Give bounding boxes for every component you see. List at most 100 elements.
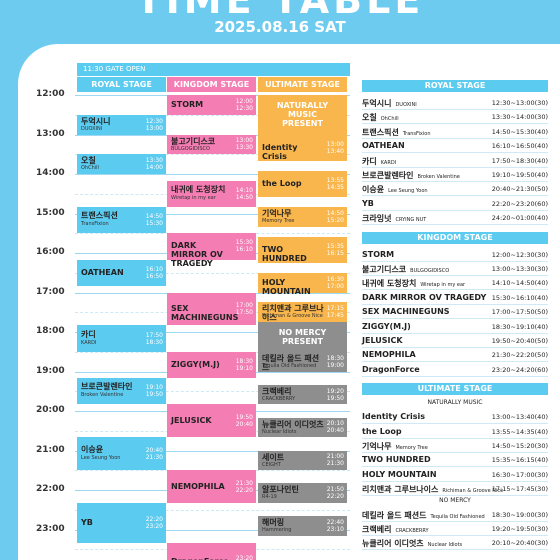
- grid-line: [75, 391, 350, 393]
- act-start: 14:10: [235, 186, 253, 194]
- hour-label: 14:00: [36, 168, 65, 178]
- act-name: DragonForce: [171, 557, 233, 560]
- act-block: 리치맨과 그루브나이스 Richiman & Groove Nice 17:15 17…: [258, 302, 347, 322]
- list-time: 13:30~14:00(30): [491, 113, 548, 122]
- grid-line: [75, 529, 350, 531]
- list-time: 20:40~21:30(50): [491, 185, 548, 194]
- act-sub: CEIGHT: [262, 461, 281, 468]
- act-name: ZIGGY(M.J): [171, 359, 220, 369]
- act-block: 오칠 OhChill 13:30 14:00: [77, 154, 166, 174]
- act-name: 알포나인틴: [262, 485, 299, 495]
- list-time: 18:30~19:00(30): [491, 510, 548, 519]
- act-name: 기억나무: [262, 208, 292, 218]
- list-row: STORM 12:00~12:30(30): [362, 248, 548, 262]
- act-sub: Nuclear Idiots: [262, 428, 297, 435]
- list-time: 14:10~14:50(40): [491, 279, 548, 288]
- hour-label: 13:00: [36, 128, 65, 139]
- list-name: HOLY MOUNTAIN: [362, 469, 437, 479]
- act-start: 16:10: [145, 265, 163, 273]
- list-row: the Loop 13:55~14:35(40): [362, 425, 548, 439]
- list-sub: KARDI: [380, 159, 397, 166]
- grid-line: [75, 509, 350, 511]
- act-start: 17:15: [326, 305, 344, 313]
- act-sub: OhChill: [81, 165, 99, 172]
- list-sub: OhChill: [380, 116, 399, 123]
- act-start: 18:30: [326, 354, 344, 362]
- list-name: 크라잉넛 CRYING NUT: [362, 214, 427, 224]
- hour-label: 12:00: [36, 89, 65, 99]
- list-row: HOLY MOUNTAIN 16:30~17:00(30): [362, 468, 548, 482]
- act-start: 18:30: [235, 357, 253, 365]
- list-row: SEX MACHINEGUNS 17:00~17:50(50): [362, 305, 548, 320]
- act-name: STORM: [171, 99, 204, 109]
- act-end: 21:30: [326, 460, 344, 468]
- list-sub: Richiman & Groove Nice: [442, 488, 504, 495]
- list-row: JELUSICK 19:50~20:40(50): [362, 334, 548, 348]
- list-name: OATHEAN: [362, 141, 405, 151]
- act-end: 17:45: [326, 312, 344, 320]
- present-block: NO MERCY PRESENT: [258, 322, 347, 352]
- act-name: 이승윤: [81, 444, 104, 454]
- act-name: 브로큰발렌타인: [81, 382, 133, 392]
- grid-line: [75, 174, 350, 175]
- list-sub: TransFixion: [402, 130, 431, 137]
- act-end: 14:35: [326, 183, 344, 191]
- act-sub: TransFixion: [81, 221, 109, 228]
- list-name: 이승윤 Lee Seung Yoon: [362, 185, 428, 195]
- list-row: 내귀에 도청장치 Wiretap in my ear 14:10~14:50(40): [362, 276, 548, 291]
- list-name: JELUSICK: [362, 336, 403, 345]
- act-start: 14:50: [326, 209, 344, 217]
- list-time: 16:30~17:00(30): [491, 470, 548, 479]
- act-name: 세이트: [262, 452, 285, 462]
- present-label: NO MERCY PRESENT: [278, 327, 327, 346]
- act-block: 뉴클리어 이디엇츠 Nuclear Idiots 20:10 20:40: [258, 417, 347, 438]
- act-block: 내귀에 도청장치 Wiretap in my ear 14:10 14:50: [167, 180, 256, 207]
- act-end: 20:40: [235, 420, 253, 428]
- list-note: NO MERCY: [439, 496, 471, 504]
- act-sub: KARDI: [81, 339, 97, 346]
- act-start: 21:00: [326, 453, 344, 461]
- stage-header: ULTIMATE STAGE: [258, 77, 347, 92]
- act-name: 리치맨과 그루브나이스: [262, 304, 324, 323]
- act-block: 카디 KARDI 17:50 18:30: [77, 325, 166, 352]
- act-sub: R4-19: [262, 494, 277, 501]
- list-row: 브로큰발렌타인 Broken Valentine 19:10~19:50(40): [362, 168, 548, 182]
- act-block: JELUSICK 19:50 20:40: [167, 404, 256, 438]
- act-name: 크랙베리: [262, 386, 292, 396]
- act-end: 16:15: [326, 249, 344, 257]
- act-start: 15:35: [326, 242, 344, 250]
- list-row: DARK MIRROR OV TRAGEDY 15:30~16:10(40): [362, 291, 548, 305]
- act-name: 트랜스픽션: [81, 211, 118, 221]
- hour-label: 20:00: [36, 405, 65, 415]
- act-end: 18:30: [145, 338, 163, 346]
- list-name: Identity Crisis: [362, 412, 426, 422]
- list-row: 크라잉넛 CRYING NUT 24:20~01:00(40): [362, 211, 548, 226]
- grid-line: [75, 332, 350, 333]
- list-name: DragonForce: [362, 364, 420, 374]
- act-name: JELUSICK: [171, 415, 212, 425]
- stage-header: ROYAL STAGE: [77, 77, 166, 92]
- act-end: 12:30: [235, 104, 253, 112]
- list-header: ULTIMATE STAGE: [362, 383, 548, 396]
- act-end: 14:50: [235, 193, 253, 201]
- list-sub: Memory Tree: [395, 445, 428, 451]
- list-header: KINGDOM STAGE: [362, 231, 548, 244]
- list-name: 불고기디스코 BULGOGIDISCO: [362, 265, 450, 274]
- act-end: 23:10: [326, 526, 344, 534]
- list-row: 데킬라 올드 패션드 Tequila Old Fashioned 18:30~19:…: [362, 508, 548, 522]
- list-name: NEMOPHILA: [362, 350, 416, 360]
- act-block: 이승윤 Lee Seung Yoon 20:40 21:30: [77, 437, 166, 471]
- act-sub: Hammering: [262, 527, 292, 534]
- list-time: 13:55~14:35(40): [491, 427, 548, 436]
- hour-label: 15:00: [36, 207, 65, 218]
- act-name: DARK MIRROR OV TRAGEDY: [171, 241, 223, 269]
- act-name: SEX MACHINEGUNS: [171, 303, 239, 322]
- act-name: 오칠: [81, 156, 96, 166]
- list-time: 17:15~17:45(30): [491, 485, 548, 494]
- act-block: 브로큰발렌타인 Broken Valentine 19:10 19:50: [77, 378, 166, 405]
- hour-label: 18:00: [36, 326, 65, 336]
- list-name: YB: [362, 198, 374, 208]
- act-name: the Loop: [262, 178, 302, 188]
- act-sub: Broken Valentine: [81, 392, 124, 399]
